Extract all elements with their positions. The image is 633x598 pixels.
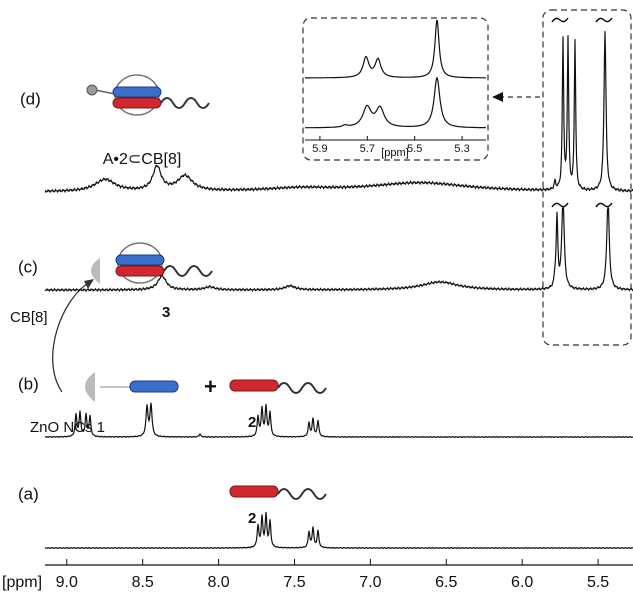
- plus-sign: +: [204, 374, 217, 399]
- panel-label: (a): [18, 484, 39, 503]
- x-tick-label: 8.0: [207, 574, 229, 591]
- spectrum: [305, 19, 486, 79]
- complex-label: A•2⊂CB[8]: [103, 151, 182, 168]
- x-tick-label: 6.0: [511, 574, 533, 591]
- reaction-arrow: [52, 281, 91, 393]
- x-tick-label: 6.5: [435, 574, 457, 591]
- spectrum: [305, 76, 486, 129]
- peak-label: 2: [248, 510, 256, 527]
- x-tick-label: 7.5: [283, 574, 305, 591]
- naphthol: [112, 97, 162, 109]
- panel-label: (d): [20, 89, 41, 108]
- inset-tick-label: 5.9: [312, 143, 327, 155]
- tail: [160, 97, 210, 109]
- naphthol: [229, 485, 279, 498]
- break-mark: [595, 17, 613, 23]
- inset-box: [302, 17, 489, 161]
- inset-tick-label: 5.3: [454, 143, 469, 155]
- viologen: [129, 380, 179, 393]
- tail: [163, 265, 213, 277]
- x-tick-label: 9.0: [56, 574, 78, 591]
- viologen: [115, 254, 165, 266]
- panel-label: (b): [18, 374, 39, 393]
- zno-label: ZnO NCs 1: [30, 419, 105, 436]
- break-mark: [551, 202, 569, 208]
- reaction-arrow-head: [84, 279, 94, 289]
- x-tick-label: 5.5: [587, 574, 609, 591]
- peak-label: 2: [248, 414, 256, 431]
- peak-label: 3: [162, 304, 170, 321]
- arrow-head: [492, 92, 503, 102]
- nc: [91, 258, 100, 284]
- inset-tick-label: 5.7: [360, 143, 375, 155]
- x-tick-label: 8.5: [132, 574, 154, 591]
- naphthol: [229, 379, 279, 392]
- panel-label: (c): [18, 257, 38, 276]
- spectrum: [44, 512, 633, 550]
- break-mark: [551, 17, 569, 23]
- tether: [94, 89, 116, 95]
- viologen: [112, 86, 162, 98]
- tail: [277, 488, 327, 500]
- tail: [277, 382, 327, 394]
- x-tick-label: 7.0: [359, 574, 381, 591]
- inset-axis-label: [ppm]: [381, 147, 409, 159]
- break-mark: [595, 202, 613, 208]
- nc: [85, 372, 95, 402]
- zoom-box: [542, 9, 632, 346]
- spectrum: [45, 402, 633, 439]
- x-axis-label: [ppm]: [2, 574, 42, 591]
- cb8-label: CB[8]: [10, 309, 48, 326]
- naphthol: [115, 265, 165, 277]
- bead: [86, 84, 98, 96]
- spectrum: [44, 207, 633, 293]
- spectrum: [44, 31, 633, 194]
- inset-tick-label: 5.5: [407, 143, 422, 155]
